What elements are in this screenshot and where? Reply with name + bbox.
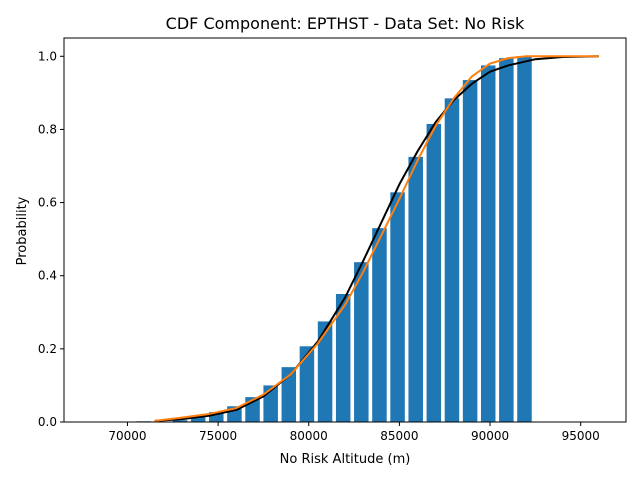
bar-16 — [444, 98, 460, 422]
y-tick-label-3: 0.6 — [38, 196, 57, 210]
bar-20 — [517, 56, 532, 423]
bar-15 — [426, 123, 442, 422]
bar-11 — [354, 262, 369, 422]
axes-frame — [63, 37, 627, 423]
y-axis-label: Probability — [15, 196, 30, 265]
bar-3 — [209, 412, 224, 422]
y-tick-label-2: 0.4 — [38, 269, 57, 283]
plot-area: 70000 75000 80000 85000 90000 95000 0.0 0.2 0.4 0… — [38, 37, 627, 443]
x-tick-label-3: 85000 — [380, 429, 418, 443]
x-axis-label: No Risk Altitude (m) — [280, 452, 411, 467]
x-tick-label-4: 90000 — [471, 429, 509, 443]
y-tick-label-0: 0.0 — [38, 415, 57, 429]
bar-1 — [172, 420, 188, 422]
x-tick-label-5: 95000 — [562, 429, 600, 443]
x-tick-label-2: 80000 — [290, 429, 328, 443]
bar-17 — [462, 80, 478, 423]
bar-19 — [499, 58, 514, 422]
bar-18 — [480, 65, 496, 422]
y-tick-label-5: 1.0 — [38, 49, 57, 63]
bar-9 — [317, 321, 333, 422]
bar-2 — [190, 415, 206, 422]
bar-8 — [299, 346, 315, 422]
bar-10 — [335, 294, 351, 422]
bar-7 — [281, 367, 297, 422]
bar-14 — [408, 156, 423, 422]
bar-13 — [390, 192, 405, 422]
x-tick-label-1: 75000 — [199, 429, 237, 443]
series-line-1 — [154, 55, 599, 422]
y-tick-label-1: 0.2 — [38, 342, 57, 356]
y-tick-label-4: 0.8 — [38, 122, 57, 136]
bar-12 — [372, 228, 387, 422]
series-line-0 — [154, 55, 599, 422]
chart-title: CDF Component: EPTHST - Data Set: No Ris… — [166, 14, 525, 33]
x-tick-label-0: 70000 — [108, 429, 146, 443]
